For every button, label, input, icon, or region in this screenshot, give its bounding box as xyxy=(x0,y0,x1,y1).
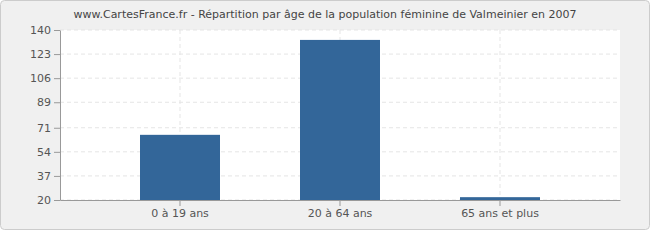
tick-mark xyxy=(54,102,60,103)
tick-mark xyxy=(180,200,181,206)
y-axis: 20 37 54 71 89 106 123 140 xyxy=(30,24,61,207)
bar xyxy=(140,135,220,200)
tick-mark xyxy=(54,128,60,129)
tick-label: 65 ans et plus xyxy=(461,207,539,220)
tick-mark xyxy=(54,152,60,153)
tick-label: 123 xyxy=(30,48,51,61)
tick-label: 54 xyxy=(37,146,51,159)
tick-label: 20 à 64 ans xyxy=(308,207,373,220)
tick: 65 ans et plus xyxy=(461,200,539,220)
tick: 37 xyxy=(37,170,60,183)
axis-line xyxy=(60,31,61,201)
title: www.CartesFrance.fr - Répartition par âg… xyxy=(73,8,576,21)
tick-label: 0 à 19 ans xyxy=(151,207,209,220)
tick-label: 140 xyxy=(30,24,51,37)
tick-label: 71 xyxy=(37,122,51,135)
tick: 71 xyxy=(37,122,60,135)
tick-label: 20 xyxy=(37,194,51,207)
tick-mark xyxy=(54,54,60,55)
grid xyxy=(60,30,620,200)
bars xyxy=(140,40,540,200)
tick: 20 xyxy=(37,194,60,207)
tick: 140 xyxy=(30,24,60,37)
tick: 54 xyxy=(37,146,60,159)
tick: 123 xyxy=(30,48,60,61)
tick: 0 à 19 ans xyxy=(151,200,209,220)
tick-mark xyxy=(54,78,60,79)
bar xyxy=(460,197,540,200)
tick-mark xyxy=(500,200,501,206)
tick-mark xyxy=(54,200,60,201)
x-axis: 0 à 19 ans 20 à 64 ans 65 ans et plus xyxy=(61,200,621,220)
tick: 89 xyxy=(37,96,60,109)
grid-x xyxy=(180,30,500,200)
tick-label: 89 xyxy=(37,96,51,109)
grid-line xyxy=(500,30,501,200)
background xyxy=(1,1,650,230)
tick: 106 xyxy=(30,72,60,85)
plot: 20 37 54 71 89 106 123 140 0 à 19 ans 20 à 64 ans… xyxy=(30,24,621,220)
chart: www.CartesFrance.fr - Répartition par âg… xyxy=(0,0,650,230)
tick-label: 106 xyxy=(30,72,51,85)
tick-mark xyxy=(54,30,60,31)
tick: 20 à 64 ans xyxy=(308,200,373,220)
plot-area xyxy=(60,30,620,200)
bar xyxy=(300,40,380,200)
tick-mark xyxy=(54,176,60,177)
tick-label: 37 xyxy=(37,170,51,183)
tick-mark xyxy=(340,200,341,206)
